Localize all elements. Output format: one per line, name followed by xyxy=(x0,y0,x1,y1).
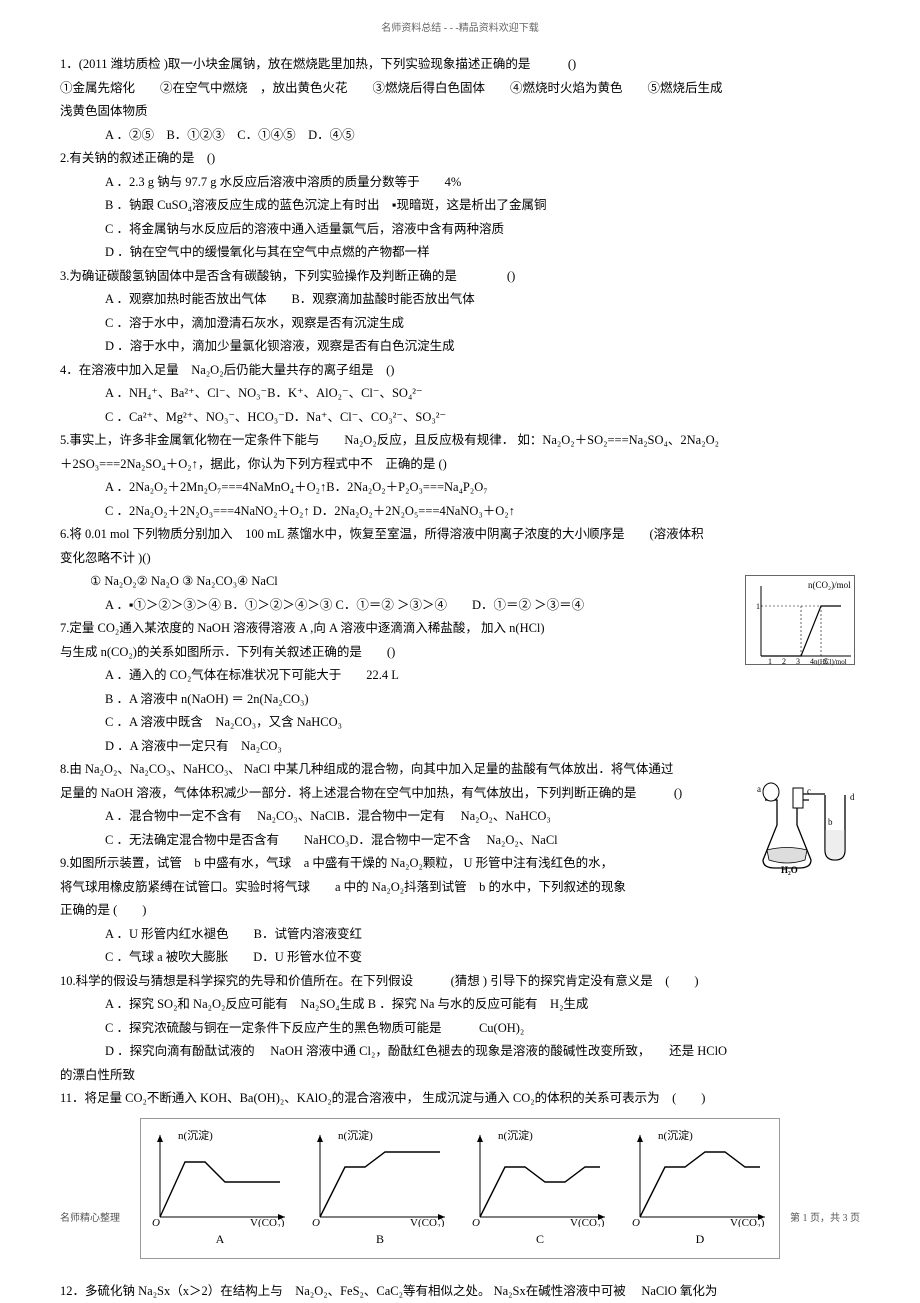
svg-text:b: b xyxy=(828,817,833,827)
svg-text:2: 2 xyxy=(782,657,786,666)
q9-c: C ．气球 a 被吹大膨胀 D．U 形管水位不变 xyxy=(60,946,860,969)
q5-c: C ．2Na₂O₂＋2N₂O₃===4NaNO₂＋O₂↑ D．2Na₂O₂＋2N… xyxy=(60,500,860,523)
fig7-ylabel: n(CO₂)/mol xyxy=(808,580,851,590)
q11-stem: 11．将足量 CO₂不断通入 KOH、Ba(OH)₂、KAlO₂的混合溶液中， … xyxy=(60,1087,860,1110)
q7-b: B ．A 溶液中 n(NaOH) ＝ 2n(Na₂CO₃) xyxy=(60,688,860,711)
svg-text:a: a xyxy=(757,784,761,794)
q2-b: B ．钠跟 CuSO₄溶液反应生成的蓝色沉淀上有时出 ▪现暗斑，这是析出了金属铜 xyxy=(60,194,860,217)
q10-a: A ．探究 SO₂和 Na₂O₂反应可能有 Na₂SO₄生成 B ．探究 Na … xyxy=(60,993,860,1016)
svg-text:n(沉淀): n(沉淀) xyxy=(498,1128,533,1142)
chart-a-svg: n(沉淀) O V(CO₂) xyxy=(150,1127,290,1227)
svg-text:V(CO₂): V(CO₂) xyxy=(250,1217,285,1227)
q1-opts1: ①金属先熔化 ②在空气中燃烧 ，放出黄色火花 ③燃烧后得白色固体 ④燃烧时火焰为… xyxy=(60,77,860,100)
q7-stem2: 与生成 n(CO₂)的关系如图所示．下列有关叙述正确的是 () xyxy=(60,641,860,664)
q7-c: C ．A 溶液中既含 Na₂CO₃，又含 NaHCO₃ xyxy=(60,711,860,734)
q10-d: D ．探究向滴有酚酞试液的 NaOH 溶液中通 Cl₂，酚酞红色褪去的现象是溶液… xyxy=(60,1040,860,1063)
svg-text:d: d xyxy=(850,792,855,802)
q4-c: C ．Ca²⁺、Mg²⁺、NO₃⁻、HCO₃⁻D．Na⁺、Cl⁻、CO₃²⁻、S… xyxy=(60,406,860,429)
q2-c: C ．将金属钠与水反应后的溶液中通入适量氯气后，溶液中含有两种溶质 xyxy=(60,218,860,241)
chart-b-label: B xyxy=(305,1229,455,1251)
q3-c: C ．溶于水中，滴加澄清石灰水，观察是否有沉淀生成 xyxy=(60,312,860,335)
chart-b: n(沉淀) O V(CO₂) B xyxy=(305,1127,455,1251)
svg-text:n(HCl)/mol: n(HCl)/mol xyxy=(814,658,847,666)
q1-stem: 1．(2011 潍坊质检 )取一小块金属钠，放在燃烧匙里加热，下列实验现象描述正… xyxy=(60,53,860,76)
q10-d2: 的漂白性所致 xyxy=(60,1064,860,1087)
footer-right: 第 1 页，共 3 页 xyxy=(790,1210,860,1228)
q3-a: A ．观察加热时能否放出气体 B．观察滴加盐酸时能否放出气体 xyxy=(60,288,860,311)
chart-a-label: A xyxy=(145,1229,295,1251)
svg-text:1: 1 xyxy=(756,602,760,611)
q6-stem1: 6.将 0.01 mol 下列物质分别加入 100 mL 蒸馏水中，恢复至室温，… xyxy=(60,523,860,546)
q3-stem: 3.为确证碳酸氢钠固体中是否含有碳酸钠，下列实验操作及判断正确的是 () xyxy=(60,265,860,288)
svg-text:n(沉淀): n(沉淀) xyxy=(658,1128,693,1142)
q9-stem1: 9.如图所示装置，试管 b 中盛有水，气球 a 中盛有干燥的 Na₂O₂颗粒， … xyxy=(60,852,860,875)
svg-text:V(CO₂): V(CO₂) xyxy=(730,1217,765,1227)
svg-text:O: O xyxy=(632,1217,640,1227)
q2-a: A ．2.3 g 钠与 97.7 g 水反应后溶液中溶质的质量分数等于 4% xyxy=(60,171,860,194)
svg-text:n(沉淀): n(沉淀) xyxy=(338,1128,373,1142)
chart-c: n(沉淀) O V(CO₂) C xyxy=(465,1127,615,1251)
footer-left: 名师精心整理 xyxy=(60,1210,120,1228)
q2-stem: 2.有关钠的叙述正确的是 () xyxy=(60,147,860,170)
q3-d: D ．溶于水中，滴加少量氯化钡溶液，观察是否有白色沉淀生成 xyxy=(60,335,860,358)
q9-a: A ．U 形管内红水褪色 B．试管内溶液变红 xyxy=(60,923,860,946)
q7-stem1: 7.定量 CO₂通入某浓度的 NaOH 溶液得溶液 A ,向 A 溶液中逐滴滴入… xyxy=(60,617,860,640)
q4-a: A ．NH₄⁺、Ba²⁺、Cl⁻、NO₃⁻B．K⁺、AlO₂⁻、Cl⁻、SO₄²… xyxy=(60,382,860,405)
q6-opts: ① Na₂O₂② Na₂O ③ Na₂CO₃④ NaCl xyxy=(60,570,860,593)
q8-stem2: 足量的 NaOH 溶液，气体体积减少一部分．将上述混合物在空气中加热，有气体放出… xyxy=(60,782,860,805)
svg-text:V(CO₂): V(CO₂) xyxy=(570,1217,605,1227)
q1-choices: A ．②⑤ B．①②③ C．①④⑤ D．④⑤ xyxy=(60,124,860,147)
chart-d: n(沉淀) O V(CO₂) D xyxy=(625,1127,775,1251)
svg-text:O: O xyxy=(472,1217,480,1227)
q4-stem: 4．在溶液中加入足量 Na₂O₂后仍能大量共存的离子组是 () xyxy=(60,359,860,382)
q7-d: D ．A 溶液中一定只有 Na₂CO₃ xyxy=(60,735,860,758)
q6-choices: A ．▪①＞②＞③＞④ B．①＞②＞④＞③ C．①＝② ＞③＞④ D．①＝② ＞… xyxy=(60,594,860,617)
chart-d-label: D xyxy=(625,1229,775,1251)
q9-stem2: 将气球用橡皮筋紧缚在试管口。实验时将气球 a 中的 Na₂O₂抖落到试管 b 的… xyxy=(60,876,860,899)
svg-text:1: 1 xyxy=(768,657,772,666)
svg-text:V(CO₂): V(CO₂) xyxy=(410,1217,445,1227)
q8-c: C ．无法确定混合物中是否含有 NaHCO₃D．混合物中一定不含 Na₂O₂、N… xyxy=(60,829,860,852)
page-header: 名师资料总结 - - -精品资料欢迎下载 xyxy=(60,20,860,38)
svg-text:3: 3 xyxy=(796,657,800,666)
q10-c: C ．探究浓硫酸与铜在一定条件下反应产生的黑色物质可能是 Cu(OH)₂ xyxy=(60,1017,860,1040)
q7-figure: n(CO₂)/mol 1 1 2 3 4 5 n(HCl)/mol xyxy=(745,575,855,665)
q6-stem2: 变化忽略不计 )() xyxy=(60,547,860,570)
q12-stem: 12．多硫化钠 Na₂Sx（x＞2）在结构上与 Na₂O₂、FeS₂、CaC₂等… xyxy=(60,1280,860,1303)
document-body: 1．(2011 潍坊质检 )取一小块金属钠，放在燃烧匙里加热，下列实验现象描述正… xyxy=(60,53,860,1303)
svg-text:n(沉淀): n(沉淀) xyxy=(178,1128,213,1142)
q8-stem1: 8.由 Na₂O₂、Na₂CO₃、NaHCO₃、 NaCl 中某几种组成的混合物… xyxy=(60,758,860,781)
svg-text:O: O xyxy=(152,1217,160,1227)
q1-opts2: 浅黄色固体物质 xyxy=(60,100,860,123)
svg-text:O: O xyxy=(312,1217,320,1227)
q7-a: A ．通入的 CO₂气体在标准状况下可能大于 22.4 L xyxy=(60,664,860,687)
svg-text:H₂O: H₂O xyxy=(781,865,798,875)
chart-a: n(沉淀) O V(CO₂) A xyxy=(145,1127,295,1251)
q5-stem1: 5.事实上，许多非金属氧化物在一定条件下能与 Na₂O₂反应，且反应极有规律． … xyxy=(60,429,860,452)
q5-a: A ．2Na₂O₂＋2Mn₂O₇===4NaMnO₄＋O₂↑B．2Na₂O₂＋P… xyxy=(60,476,860,499)
q5-stem2: ＋2SO₃===2Na₂SO₄＋O₂↑，据此，你认为下列方程式中不 正确的是 (… xyxy=(60,453,860,476)
q9-figure: H₂O a c d b xyxy=(755,780,860,875)
q11-charts: n(沉淀) O V(CO₂) A n(沉淀) O V(CO₂) B n(沉淀) xyxy=(140,1118,780,1260)
chart-c-label: C xyxy=(465,1229,615,1251)
q8-a: A ．混合物中一定不含有 Na₂CO₃、NaClB．混合物中一定有 Na₂O₂、… xyxy=(60,805,860,828)
q2-d: D ．钠在空气中的缓慢氧化与其在空气中点燃的产物都一样 xyxy=(60,241,860,264)
q9-stem3: 正确的是 ( ) xyxy=(60,899,860,922)
q10-stem: 10.科学的假设与猜想是科学探究的先导和价值所在。在下列假设 (猜想 ) 引导下… xyxy=(60,970,860,993)
